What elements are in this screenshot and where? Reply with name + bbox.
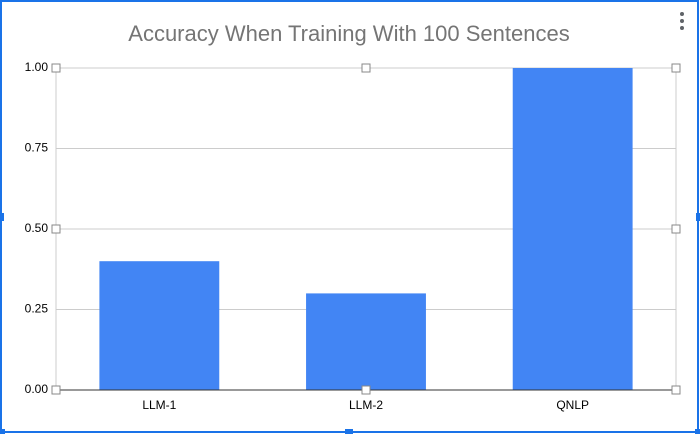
y-tick-label: 0.25: [25, 302, 49, 316]
y-tick-label: 0.00: [25, 382, 49, 396]
bar: [512, 68, 633, 390]
y-tick-label: 0.50: [25, 221, 49, 235]
x-tick-label: LLM-2: [349, 398, 383, 412]
y-tick-label: 1.00: [25, 60, 49, 74]
x-tick-label: QNLP: [556, 398, 589, 412]
plot-area: 0.00 0.25 0.50 0.75 1.00 LLM-1 LLM-2 QNLP: [25, 60, 677, 412]
bar: [306, 293, 426, 390]
x-tick-label: LLM-1: [142, 398, 176, 412]
menu-icon[interactable]: [680, 12, 684, 30]
chart-title: Accuracy When Training With 100 Sentence…: [128, 21, 569, 46]
resize-handles: [0, 63, 700, 434]
y-tick-label: 0.75: [25, 141, 49, 155]
bar: [99, 261, 220, 390]
